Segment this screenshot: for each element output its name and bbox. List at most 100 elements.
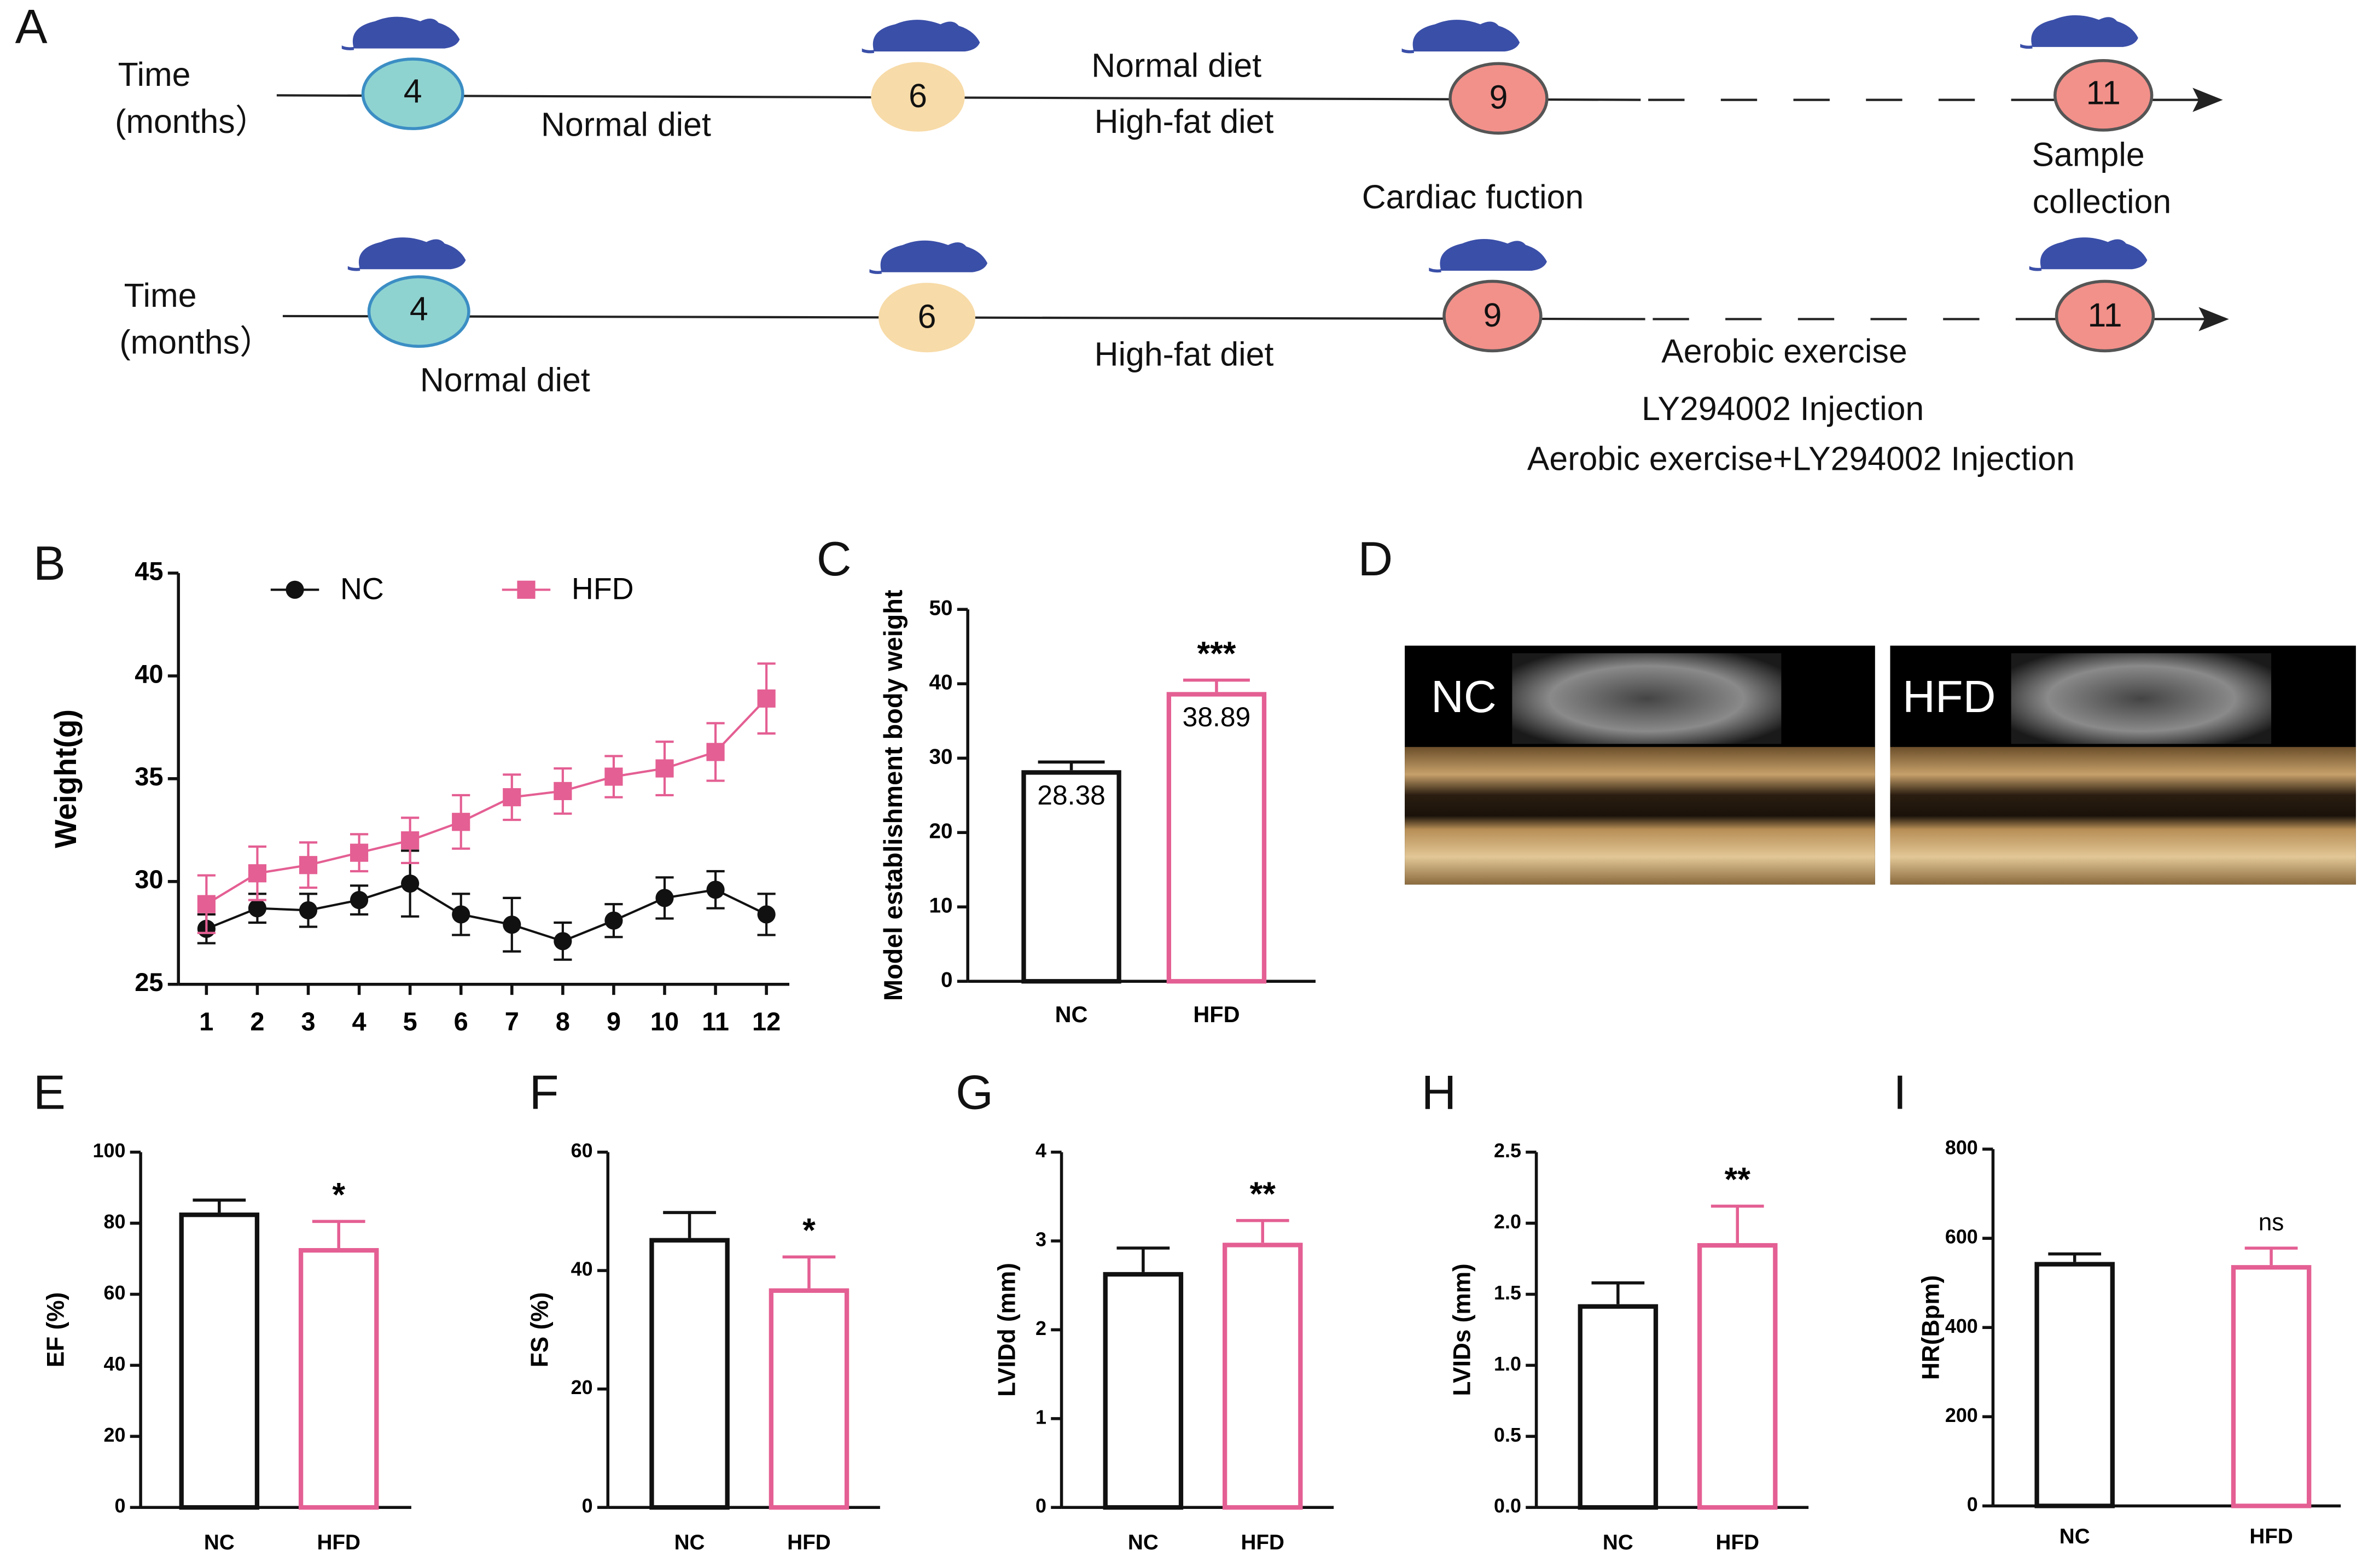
x-tick-label: 4 <box>352 1007 366 1036</box>
y-tick-label: 60 <box>571 1139 593 1162</box>
note: Normal diet <box>420 362 590 399</box>
error-bar <box>1710 1204 1764 1243</box>
note: collection <box>2033 183 2171 220</box>
error-bar <box>2244 1246 2298 1266</box>
y-tick-label: 50 <box>929 596 953 620</box>
y-tick-label: 2.5 <box>1494 1139 1521 1162</box>
x-tick-label: 12 <box>752 1007 781 1036</box>
mouse-icon <box>863 241 987 273</box>
mouse-icon <box>2023 237 2148 270</box>
axis-label: (months） <box>115 103 268 140</box>
y-tick-label: 100 <box>93 1139 126 1162</box>
marker <box>757 905 776 924</box>
annotation: * <box>332 1176 345 1213</box>
marker <box>604 767 623 786</box>
node <box>1448 62 1549 135</box>
arrow-head <box>2198 307 2229 331</box>
mouse-icon <box>336 17 460 49</box>
marker <box>452 813 470 831</box>
panel-label: E <box>33 1065 66 1120</box>
x-tick-label: HFD <box>1193 1001 1240 1027</box>
bar <box>2231 1265 2312 1508</box>
axis-label: Time <box>118 56 191 93</box>
y-tick-label: 2.0 <box>1494 1210 1521 1233</box>
y-tick-label: 4 <box>1035 1139 1046 1162</box>
error-bar <box>1038 760 1105 771</box>
marker <box>503 916 521 934</box>
y-tick-label: 400 <box>1945 1315 1978 1337</box>
mouse-icon <box>1423 239 1547 271</box>
x-tick-label: 7 <box>505 1007 519 1036</box>
marker <box>401 831 420 850</box>
x-tick-label: 11 <box>702 1007 729 1036</box>
axis-label: Time <box>124 277 197 314</box>
bar <box>1021 770 1121 984</box>
data-label: 38.89 <box>1183 702 1251 732</box>
y-tick-label: 1 <box>1035 1406 1046 1428</box>
y-tick-label: 10 <box>929 894 953 917</box>
x-tick-label: 5 <box>403 1007 417 1036</box>
m-mode <box>1890 747 2356 885</box>
x-tick-label: NC <box>1603 1531 1633 1554</box>
y-tick-label: 40 <box>135 659 163 688</box>
mouse-icon <box>1396 20 1520 52</box>
bar <box>649 1238 730 1510</box>
y-tick-label: 20 <box>571 1376 593 1398</box>
panel-label: G <box>956 1065 993 1120</box>
bar <box>769 1288 850 1510</box>
annotation: ** <box>1250 1175 1276 1213</box>
node-label: 11 <box>2086 74 2121 111</box>
node <box>2053 59 2154 132</box>
marker <box>706 743 725 761</box>
note: Aerobic exercise+LY294002 Injection <box>1527 440 2075 477</box>
node <box>878 283 976 353</box>
note: Sample <box>2032 136 2145 173</box>
x-tick-label: HFD <box>317 1531 360 1554</box>
marker <box>554 782 572 800</box>
annotation: *** <box>1197 634 1236 672</box>
mouse-icon <box>342 237 466 270</box>
bar <box>1222 1243 1303 1510</box>
x-tick-label: NC <box>2059 1525 2090 1548</box>
y-axis-label: FS (%) <box>526 1292 553 1368</box>
marker <box>452 905 470 924</box>
x-tick-label: HFD <box>2249 1525 2293 1548</box>
y-tick-label: 0 <box>1967 1493 1978 1515</box>
echo-image: HFD <box>1890 645 2356 885</box>
y-tick-label: 600 <box>1945 1226 1978 1248</box>
marker <box>554 932 572 951</box>
error-bar <box>1591 1281 1645 1304</box>
m-mode <box>1405 747 1875 885</box>
timeline-row: Time (months） 4 6 9 11 Normal diet High-… <box>119 237 2229 477</box>
marker <box>248 899 267 918</box>
marker <box>503 788 521 807</box>
node-label: 9 <box>1490 79 1508 116</box>
note: High-fat diet <box>1095 103 1274 140</box>
panel-label: B <box>33 536 66 590</box>
marker <box>655 759 674 778</box>
y-tick-label: 30 <box>929 745 953 768</box>
x-tick-label: NC <box>674 1531 705 1554</box>
mouse-icon <box>2014 15 2138 48</box>
error-bar <box>312 1220 365 1249</box>
node-label: 9 <box>1483 296 1502 334</box>
panel-label: D <box>1358 532 1393 586</box>
y-tick-label: 0.5 <box>1494 1424 1521 1446</box>
node-label: 6 <box>918 298 936 335</box>
y-tick-label: 35 <box>135 762 163 791</box>
marker <box>706 881 725 899</box>
y-axis-label: LVIDs (mm) <box>1449 1263 1476 1396</box>
y-tick-label: 200 <box>1945 1404 1978 1426</box>
marker <box>197 895 216 913</box>
error-bar <box>193 1198 246 1213</box>
y-tick-label: 1.0 <box>1494 1353 1521 1375</box>
x-tick-label: 9 <box>607 1007 621 1036</box>
y-tick-label: 1.5 <box>1494 1281 1521 1304</box>
panel-label: H <box>1422 1065 1457 1120</box>
marker <box>655 889 674 907</box>
y-axis-label: LVIDd (mm) <box>994 1263 1021 1397</box>
y-tick-label: 20 <box>103 1424 125 1446</box>
ultrasound <box>1512 653 1782 744</box>
